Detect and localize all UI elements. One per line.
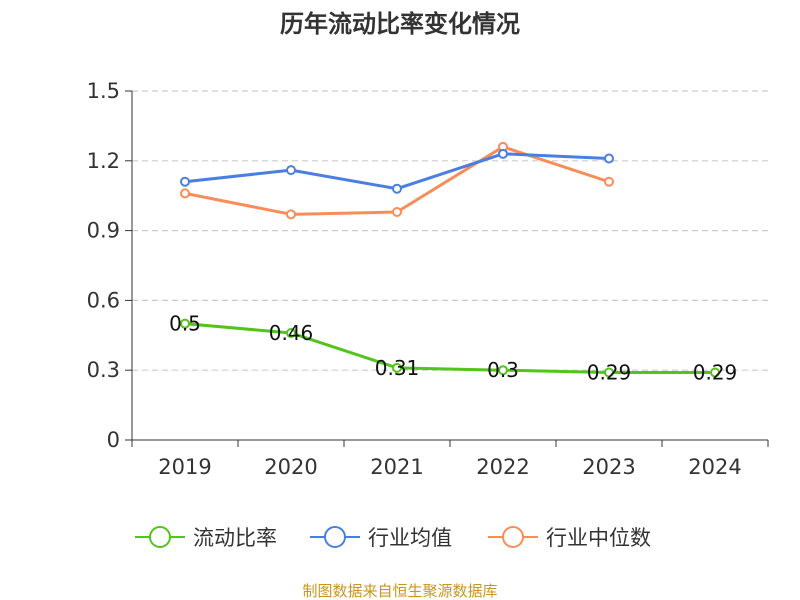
data-label: 0.29 [693,361,738,385]
data-point[interactable] [392,183,402,194]
data-label: 0.29 [587,361,632,385]
y-tick-label: 0.9 [87,219,120,243]
data-label: 0.31 [375,356,420,380]
series-group: 0.5 0.46 0.31 0.3 0.29 0.29 [169,141,737,385]
data-point[interactable] [286,327,296,338]
x-axis: 2019 2020 2021 2022 2023 2024 [131,439,769,479]
legend-item-0[interactable]: 流动比率 [135,526,277,550]
y-tick-label: 0.3 [87,358,120,382]
legend-label: 行业均值 [368,526,452,550]
y-tick-label: 1.2 [87,149,120,173]
data-point[interactable] [498,148,508,159]
data-label: 0.46 [269,321,314,345]
data-point[interactable] [604,367,614,378]
data-point[interactable] [180,188,190,199]
y-tick-label: 1.5 [87,79,120,103]
y-tick-label: 0.6 [87,288,120,312]
x-tick-label: 2019 [158,455,211,479]
chart-title: 历年流动比率变化情况 [280,10,520,38]
y-tick-label: 0 [107,428,120,452]
legend-label: 流动比率 [193,526,277,550]
series-line [184,322,715,375]
series-0: 0.5 0.46 0.31 0.3 0.29 0.29 [169,312,737,385]
data-label: 0.3 [487,358,519,382]
legend-marker-icon [324,526,346,548]
data-point[interactable] [286,165,296,176]
legend-marker-icon [502,526,524,548]
legend-label: 行业中位数 [546,526,651,550]
data-point[interactable] [710,367,720,378]
series-1 [180,148,614,194]
data-point[interactable] [180,176,190,187]
data-point[interactable] [604,153,614,164]
x-tick-label: 2021 [370,455,423,479]
legend[interactable]: 流动比率 行业均值 行业中位数 [135,526,651,550]
data-label: 0.5 [169,312,201,336]
data-point[interactable] [392,362,402,373]
x-tick-label: 2024 [688,455,741,479]
data-point[interactable] [604,176,614,187]
y-axis: 0 0.3 0.6 0.9 1.2 1.5 [87,79,133,452]
x-tick-label: 2023 [582,455,635,479]
data-point[interactable] [392,206,402,217]
x-tick-label: 2022 [476,455,529,479]
series-line [184,152,610,191]
source-note: 制图数据来自恒生聚源数据库 [302,582,497,600]
legend-item-1[interactable]: 行业均值 [310,526,452,550]
data-point[interactable] [286,209,296,220]
series-2 [180,141,614,220]
data-point[interactable] [498,365,508,376]
legend-item-2[interactable]: 行业中位数 [488,526,651,550]
grid-lines [132,90,768,371]
x-tick-label: 2020 [264,455,317,479]
data-point[interactable] [180,318,190,329]
legend-marker-icon [149,526,171,548]
